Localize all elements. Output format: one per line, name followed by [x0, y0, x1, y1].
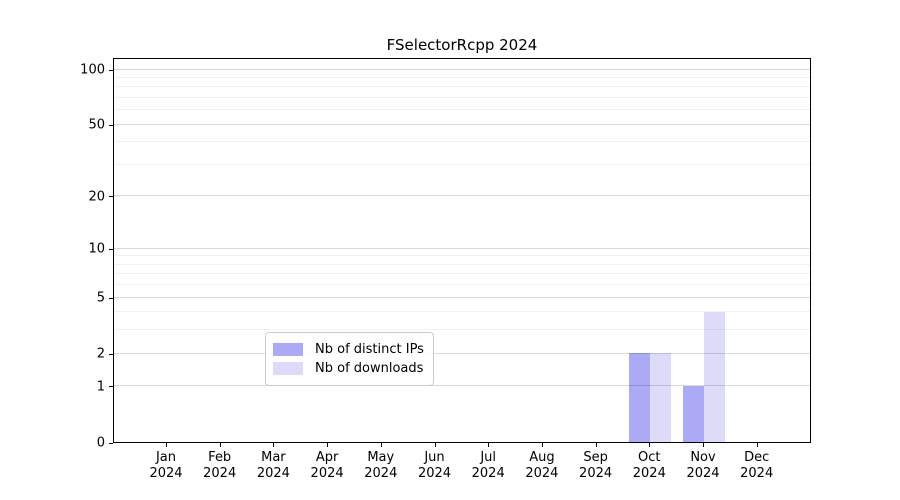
x-tick-mark	[219, 443, 221, 447]
y-tick-label: 20	[88, 189, 105, 205]
x-tick-mark	[703, 443, 704, 447]
x-tick-label: Oct 2024	[632, 450, 666, 481]
minor-gridline	[114, 141, 810, 143]
x-tick-mark	[273, 443, 275, 447]
minor-gridline	[114, 86, 810, 88]
y-tick-label: 100	[80, 62, 105, 78]
legend-entry: Nb of distinct IPs	[273, 341, 424, 358]
y-tick-label: 5	[96, 290, 105, 306]
y-tick-mark	[109, 297, 113, 299]
x-tick-label: Dec 2024	[740, 450, 774, 481]
minor-gridline	[114, 284, 810, 286]
minor-gridline	[114, 273, 810, 275]
minor-gridline	[114, 329, 810, 331]
x-tick-label: Apr 2024	[310, 450, 344, 481]
y-tick-mark	[109, 69, 113, 71]
x-tick-mark	[434, 443, 436, 447]
y-tick-mark	[109, 196, 113, 198]
x-tick-label: Jan 2024	[149, 450, 183, 481]
legend-swatch	[273, 362, 303, 375]
major-gridline	[114, 352, 810, 354]
major-gridline	[114, 296, 810, 298]
x-tick-label: May 2024	[364, 450, 398, 481]
chart-title: FSelectorRcpp 2024	[386, 36, 538, 54]
x-tick-label: Jul 2024	[471, 450, 505, 481]
major-gridline	[114, 195, 810, 197]
y-tick-mark	[109, 353, 113, 355]
x-tick-label: Aug 2024	[525, 450, 559, 481]
bar-nov-2024-ips	[683, 386, 704, 442]
y-tick-label: 50	[88, 117, 105, 133]
major-gridline	[114, 247, 810, 249]
minor-gridline	[114, 109, 810, 111]
x-tick-mark	[166, 443, 167, 447]
legend-label: Nb of distinct IPs	[315, 342, 424, 357]
x-tick-mark	[649, 443, 651, 447]
minor-gridline	[114, 263, 810, 265]
minor-gridline	[114, 76, 810, 78]
minor-gridline	[114, 311, 810, 313]
y-tick-mark	[109, 124, 113, 126]
bar-oct-2024-downloads	[650, 353, 672, 442]
x-tick-label: Nov 2024	[686, 450, 720, 481]
legend-swatch	[273, 343, 303, 356]
x-tick-mark	[488, 443, 490, 447]
x-tick-mark	[756, 443, 758, 447]
x-tick-mark	[327, 443, 329, 447]
major-gridline	[114, 123, 810, 125]
y-tick-mark	[109, 442, 113, 444]
bar-oct-2024-ips	[629, 353, 651, 442]
legend-label: Nb of downloads	[315, 361, 424, 376]
legend: Nb of distinct IPs Nb of downloads	[265, 332, 434, 386]
x-tick-label: Jun 2024	[417, 450, 452, 481]
x-tick-label: Feb 2024	[203, 450, 237, 481]
y-tick-mark	[109, 386, 113, 388]
minor-gridline	[114, 255, 810, 257]
y-tick-label: 0	[96, 435, 105, 451]
y-tick-label: 10	[88, 241, 105, 257]
x-tick-label: Mar 2024	[256, 450, 290, 481]
major-gridline	[114, 68, 810, 70]
y-tick-label: 2	[96, 346, 105, 362]
x-tick-mark	[595, 443, 597, 447]
x-tick-mark	[380, 443, 382, 447]
y-tick-mark	[109, 248, 113, 250]
bar-nov-2024-downloads	[704, 312, 725, 442]
legend-entry: Nb of downloads	[273, 360, 424, 377]
major-gridline	[114, 385, 810, 387]
x-tick-mark	[541, 443, 543, 447]
plot-area	[113, 58, 811, 443]
minor-gridline	[114, 97, 810, 98]
x-tick-label: Sep 2024	[579, 450, 613, 481]
minor-gridline	[114, 163, 810, 165]
y-tick-label: 1	[96, 379, 105, 395]
